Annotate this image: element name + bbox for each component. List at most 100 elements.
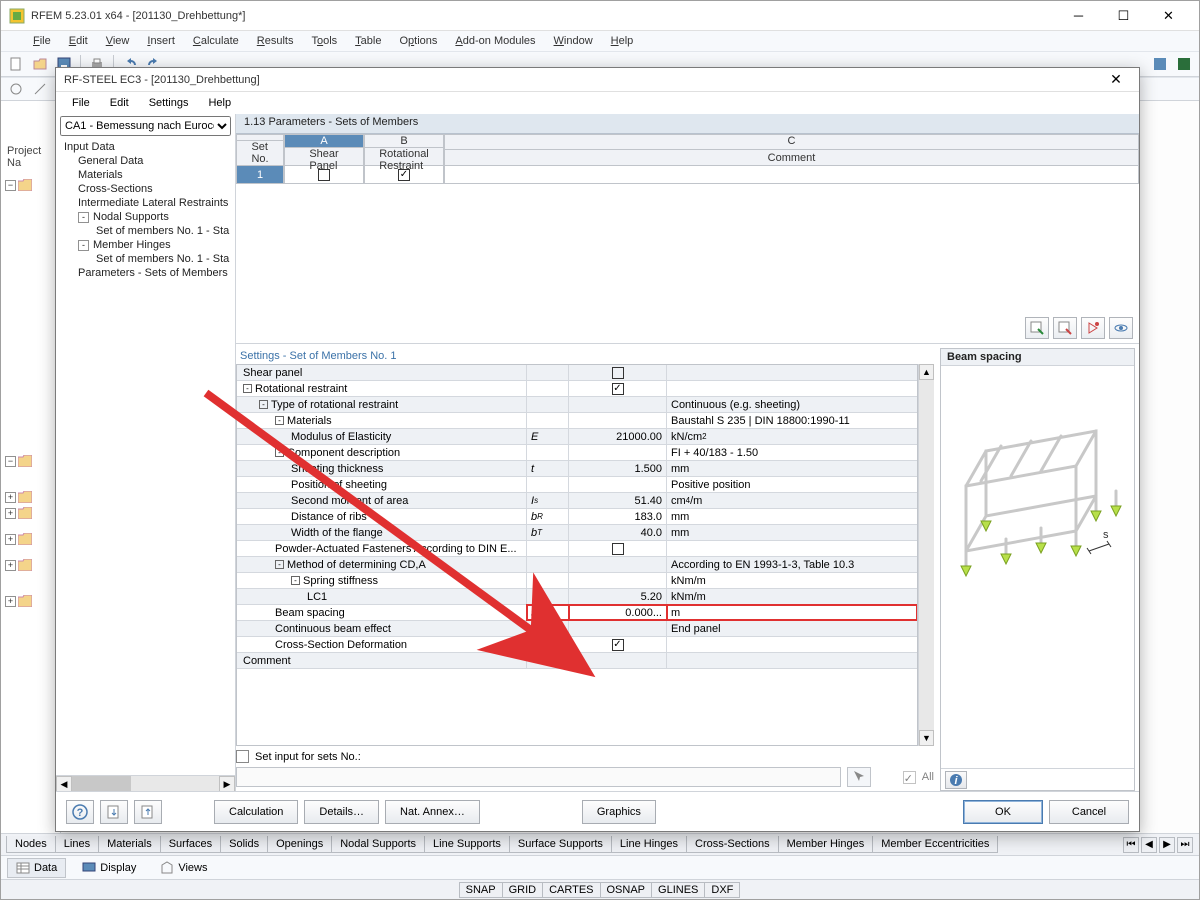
tree-item[interactable]: -Nodal Supports (56, 210, 235, 224)
scroll-down-icon[interactable]: ▼ (919, 730, 934, 746)
tb2-icon[interactable] (5, 78, 27, 100)
settings-row[interactable]: -Component descriptionFI + 40/183 - 1.50 (237, 445, 917, 461)
settings-row[interactable]: -Type of rotational restraintContinuous … (237, 397, 917, 413)
rotational-restraint-checkbox[interactable]: ✓ (398, 169, 410, 181)
settings-value[interactable]: 21000.00 (569, 429, 667, 444)
tree-item[interactable]: Intermediate Lateral Restraints (56, 196, 235, 210)
scroll-up-icon[interactable]: ▲ (919, 364, 934, 380)
modal-menu-help[interactable]: Help (198, 95, 241, 111)
modal-menu-edit[interactable]: Edit (100, 95, 139, 111)
menu-calculate[interactable]: Calculate (185, 33, 247, 49)
menu-file[interactable]: File (25, 33, 59, 49)
tree-item[interactable]: General Data (56, 154, 235, 168)
tree-item[interactable]: Set of members No. 1 - Sta (56, 224, 235, 238)
tab-scroll-next[interactable]: ▶ (1159, 837, 1175, 853)
tb-open-icon[interactable] (29, 53, 51, 75)
checkbox[interactable] (612, 543, 624, 555)
tab-scroll-first[interactable]: ⏮ (1123, 837, 1139, 853)
expand-icon[interactable]: - (291, 576, 300, 585)
settings-value[interactable]: 183.0 (569, 509, 667, 524)
settings-row[interactable]: Continuous beam effectEnd panel (237, 621, 917, 637)
settings-value[interactable]: ✓ (569, 381, 667, 396)
set-input-checkbox[interactable] (236, 750, 249, 763)
grid-tb-3[interactable] (1081, 317, 1105, 339)
settings-row[interactable]: Width of the flangebT40.0mm (237, 525, 917, 541)
settings-row[interactable]: -MaterialsBaustahl S 235 | DIN 18800:199… (237, 413, 917, 429)
tree-expand-icon[interactable]: + (5, 596, 16, 607)
settings-row[interactable]: Powder-Actuated Fasteners According to D… (237, 541, 917, 557)
tab-scroll-prev[interactable]: ◀ (1141, 837, 1157, 853)
tree-item[interactable]: Input Data (56, 140, 235, 154)
settings-row[interactable]: Beam spacings0.000...m (237, 605, 917, 621)
checkbox[interactable] (612, 367, 624, 379)
comment-cell[interactable] (444, 166, 1139, 184)
tab-line-hinges[interactable]: Line Hinges (611, 836, 687, 853)
help-button[interactable]: ? (66, 800, 94, 824)
menu-results[interactable]: Results (249, 33, 302, 49)
tb-new-icon[interactable] (5, 53, 27, 75)
menu-table[interactable]: Table (347, 33, 389, 49)
tab-member-hinges[interactable]: Member Hinges (778, 836, 874, 853)
expand-icon[interactable]: - (259, 400, 268, 409)
tb-misc-icon[interactable] (1149, 53, 1171, 75)
settings-value[interactable]: 0.000... (569, 605, 667, 620)
tab-member-ecc[interactable]: Member Eccentricities (872, 836, 998, 853)
settings-value[interactable]: 1.500 (569, 461, 667, 476)
settings-value[interactable]: 51.40 (569, 493, 667, 508)
expand-icon[interactable]: - (78, 240, 89, 251)
expand-icon[interactable]: - (243, 384, 252, 393)
menu-addon[interactable]: Add-on Modules (447, 33, 543, 49)
details-button[interactable]: Details… (304, 800, 379, 824)
set-input-pick-button[interactable] (847, 767, 871, 787)
tab-surface-supports[interactable]: Surface Supports (509, 836, 612, 853)
tab-materials[interactable]: Materials (98, 836, 161, 853)
tree-item[interactable]: Set of members No. 1 - Sta (56, 252, 235, 266)
settings-value[interactable] (569, 477, 667, 492)
settings-row[interactable]: Sheeting thicknesst1.500mm (237, 461, 917, 477)
grid-tb-4[interactable] (1109, 317, 1133, 339)
settings-row[interactable]: -Method of determining CD,AAccording to … (237, 557, 917, 573)
modal-menu-file[interactable]: File (62, 95, 100, 111)
settings-value[interactable]: ✓ (569, 637, 667, 652)
graphics-button[interactable]: Graphics (582, 800, 656, 824)
tree-expand-icon[interactable]: + (5, 492, 16, 503)
grid-tb-2[interactable] (1053, 317, 1077, 339)
expand-icon[interactable]: - (78, 212, 89, 223)
tree-expand-icon[interactable]: − (5, 180, 16, 191)
snap-toggle[interactable]: SNAP (459, 882, 503, 898)
import-button[interactable] (134, 800, 162, 824)
menu-window[interactable]: Window (546, 33, 601, 49)
export-button[interactable] (100, 800, 128, 824)
settings-row[interactable]: Comment (237, 653, 917, 669)
checkbox[interactable]: ✓ (612, 383, 624, 395)
osnap-toggle[interactable]: OSNAP (600, 882, 653, 898)
menu-edit[interactable]: Edit (61, 33, 96, 49)
tree-expand-icon[interactable]: − (5, 456, 16, 467)
tb2-icon2[interactable] (29, 78, 51, 100)
tab-solids[interactable]: Solids (220, 836, 268, 853)
settings-row[interactable]: Modulus of ElasticityE21000.00kN/cm2 (237, 429, 917, 445)
settings-value[interactable] (569, 397, 667, 412)
grid-toggle[interactable]: GRID (502, 882, 544, 898)
scroll-left-icon[interactable]: ◀ (56, 776, 72, 792)
menu-insert[interactable]: Insert (139, 33, 183, 49)
settings-row[interactable]: Distance of ribsbR183.0mm (237, 509, 917, 525)
case-combo[interactable]: CA1 - Bemessung nach Eurococ (60, 116, 231, 136)
tree-hscroll[interactable]: ◀ ▶ (56, 775, 235, 791)
modal-close-button[interactable]: ✕ (1101, 69, 1131, 91)
grid-tb-1[interactable] (1025, 317, 1049, 339)
dxf-toggle[interactable]: DXF (704, 882, 740, 898)
settings-value[interactable]: 5.20 (569, 589, 667, 604)
expand-icon[interactable]: - (275, 448, 284, 457)
settings-value[interactable] (569, 365, 667, 380)
checkbox[interactable]: ✓ (612, 639, 624, 651)
cartes-toggle[interactable]: CARTES (542, 882, 600, 898)
glines-toggle[interactable]: GLINES (651, 882, 705, 898)
settings-value[interactable] (569, 573, 667, 588)
settings-value[interactable] (569, 621, 667, 636)
tab-cross-sections[interactable]: Cross-Sections (686, 836, 779, 853)
maximize-button[interactable]: ☐ (1101, 2, 1146, 30)
footer-tab-views[interactable]: Views (152, 859, 215, 877)
tb-misc2-icon[interactable] (1173, 53, 1195, 75)
settings-row[interactable]: -Rotational restraint✓ (237, 381, 917, 397)
